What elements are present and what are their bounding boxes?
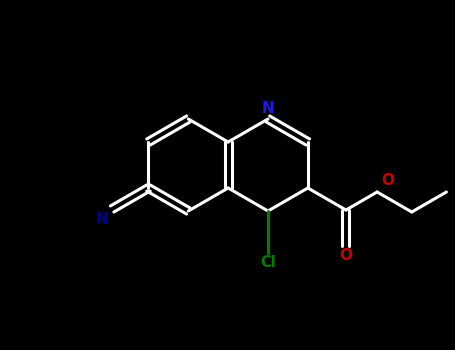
Text: Cl: Cl <box>260 255 276 270</box>
Text: O: O <box>381 173 394 188</box>
Text: N: N <box>262 101 274 116</box>
Text: N: N <box>96 212 108 227</box>
Text: O: O <box>339 248 353 263</box>
